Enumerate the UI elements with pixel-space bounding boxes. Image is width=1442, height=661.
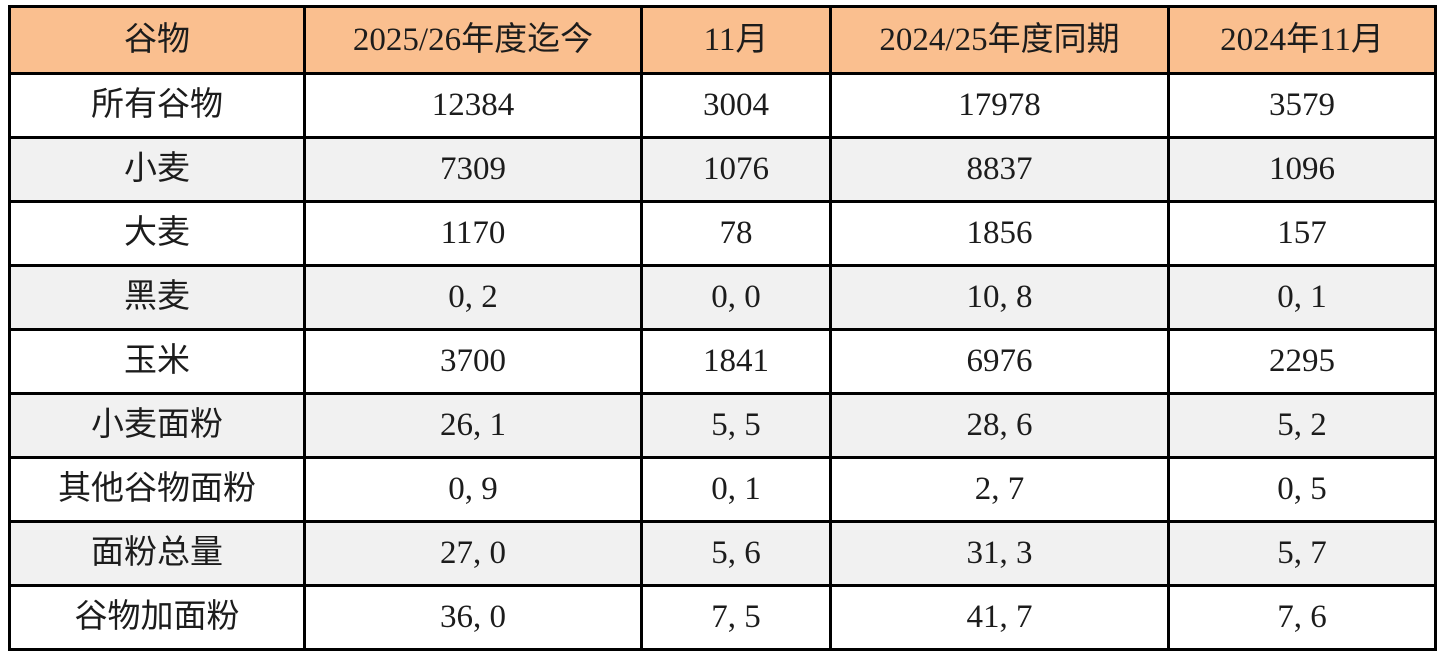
data-cell: 2, 7 xyxy=(829,456,1170,523)
table-row-wheat-flour: 小麦面粉 26, 1 5, 5 28, 6 5, 2 xyxy=(8,392,1437,459)
table-row-wheat: 小麦 7309 1076 8837 1096 xyxy=(8,136,1437,203)
row-label-cell: 小麦面粉 xyxy=(8,392,306,459)
data-cell: 0, 1 xyxy=(640,456,832,523)
table-row-all-grains: 所有谷物 12384 3004 17978 3579 xyxy=(8,72,1437,139)
row-label-cell: 黑麦 xyxy=(8,264,306,331)
data-cell: 0, 0 xyxy=(640,264,832,331)
header-cell-same-period-2024-25: 2024/25年度同期 xyxy=(829,5,1170,75)
data-cell: 0, 2 xyxy=(303,264,643,331)
data-cell: 12384 xyxy=(303,72,643,139)
table-row-other-grain-flour: 其他谷物面粉 0, 9 0, 1 2, 7 0, 5 xyxy=(8,456,1437,523)
data-cell: 3004 xyxy=(640,72,832,139)
data-cell: 5, 2 xyxy=(1167,392,1437,459)
table-row-barley: 大麦 1170 78 1856 157 xyxy=(8,200,1437,267)
data-cell: 3700 xyxy=(303,328,643,395)
data-cell: 1856 xyxy=(829,200,1170,267)
data-cell: 0, 9 xyxy=(303,456,643,523)
data-cell: 0, 5 xyxy=(1167,456,1437,523)
data-cell: 41, 7 xyxy=(829,584,1170,651)
header-cell-ytd-2025-26: 2025/26年度迄今 xyxy=(303,5,643,75)
data-cell: 7, 6 xyxy=(1167,584,1437,651)
data-cell: 1076 xyxy=(640,136,832,203)
data-cell: 10, 8 xyxy=(829,264,1170,331)
row-label-cell: 小麦 xyxy=(8,136,306,203)
table-row-total-flour: 面粉总量 27, 0 5, 6 31, 3 5, 7 xyxy=(8,520,1437,587)
data-cell: 2295 xyxy=(1167,328,1437,395)
header-cell-grain: 谷物 xyxy=(8,5,306,75)
data-cell: 1096 xyxy=(1167,136,1437,203)
data-cell: 6976 xyxy=(829,328,1170,395)
header-row: 谷物 2025/26年度迄今 11月 2024/25年度同期 2024年11月 xyxy=(8,5,1437,75)
header-cell-november-2024: 2024年11月 xyxy=(1167,5,1437,75)
data-cell: 5, 6 xyxy=(640,520,832,587)
data-cell: 5, 5 xyxy=(640,392,832,459)
grain-imports-table: 谷物 2025/26年度迄今 11月 2024/25年度同期 2024年11月 … xyxy=(8,5,1437,651)
data-cell: 1170 xyxy=(303,200,643,267)
data-cell: 157 xyxy=(1167,200,1437,267)
data-cell: 0, 1 xyxy=(1167,264,1437,331)
row-label-cell: 其他谷物面粉 xyxy=(8,456,306,523)
data-cell: 78 xyxy=(640,200,832,267)
header-cell-november: 11月 xyxy=(640,5,832,75)
table-row-corn: 玉米 3700 1841 6976 2295 xyxy=(8,328,1437,395)
data-cell: 3579 xyxy=(1167,72,1437,139)
row-label-cell: 面粉总量 xyxy=(8,520,306,587)
row-label-cell: 玉米 xyxy=(8,328,306,395)
data-cell: 7309 xyxy=(303,136,643,203)
data-cell: 5, 7 xyxy=(1167,520,1437,587)
data-cell: 36, 0 xyxy=(303,584,643,651)
row-label-cell: 大麦 xyxy=(8,200,306,267)
table-row-grain-plus-flour: 谷物加面粉 36, 0 7, 5 41, 7 7, 6 xyxy=(8,584,1437,651)
data-cell: 26, 1 xyxy=(303,392,643,459)
data-cell: 27, 0 xyxy=(303,520,643,587)
data-cell: 1841 xyxy=(640,328,832,395)
data-cell: 31, 3 xyxy=(829,520,1170,587)
table-row-rye: 黑麦 0, 2 0, 0 10, 8 0, 1 xyxy=(8,264,1437,331)
data-cell: 17978 xyxy=(829,72,1170,139)
data-cell: 7, 5 xyxy=(640,584,832,651)
data-cell: 8837 xyxy=(829,136,1170,203)
row-label-cell: 所有谷物 xyxy=(8,72,306,139)
row-label-cell: 谷物加面粉 xyxy=(8,584,306,651)
data-cell: 28, 6 xyxy=(829,392,1170,459)
